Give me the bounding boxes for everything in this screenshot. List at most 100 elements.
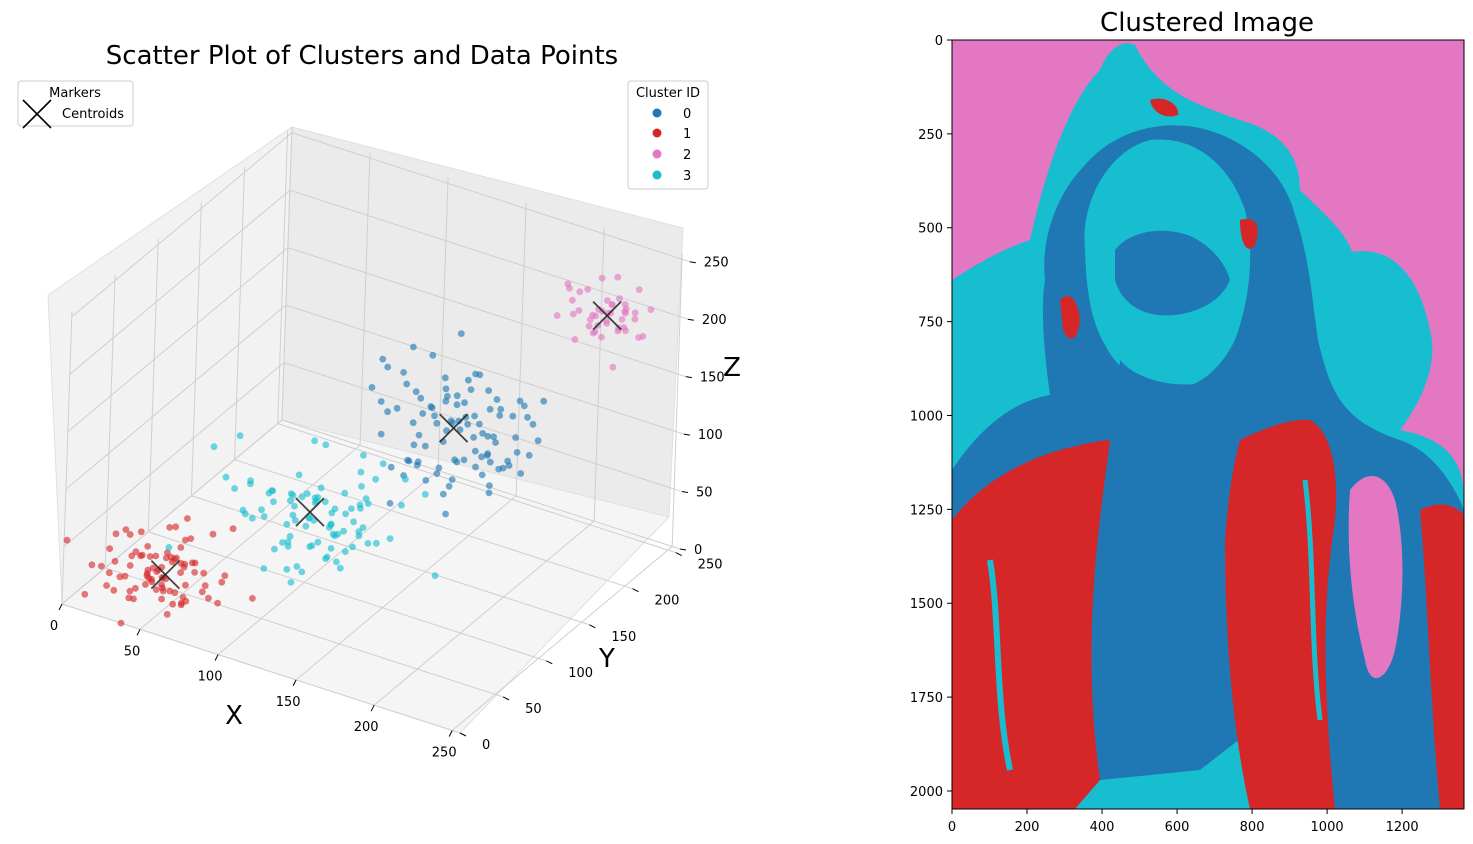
- region-red-hair-right: [1240, 218, 1258, 249]
- scatter-point-cluster-1: [138, 551, 146, 559]
- grid-line-floor-y: [277, 423, 676, 554]
- grid-line-back-x: [281, 126, 293, 421]
- scatter-point-cluster-0: [483, 452, 491, 459]
- x-tick-label: 150: [276, 695, 301, 710]
- scatter-point-cluster-0: [393, 404, 401, 412]
- y-tick-mark: [502, 696, 510, 701]
- scatter-point-cluster-2: [585, 322, 593, 330]
- scatter-point-cluster-3: [260, 513, 268, 520]
- scatter-point-cluster-2: [608, 301, 616, 308]
- y-tick-label: 250: [698, 558, 723, 573]
- scatter-point-cluster-3: [222, 473, 230, 481]
- legend-centroids-label: Centroids: [62, 107, 124, 122]
- scatter-point-cluster-1: [166, 524, 174, 531]
- scatter-point-cluster-3: [329, 530, 337, 538]
- scatter-point-cluster-0: [460, 456, 468, 464]
- scatter-point-cluster-2: [631, 315, 639, 323]
- scatter-point-cluster-1: [218, 578, 226, 586]
- z-tick-mark: [685, 376, 692, 379]
- image-x-tick-label: 1000: [1311, 820, 1344, 835]
- legend-swatch-1: [652, 128, 662, 138]
- scatter-point-cluster-3: [289, 511, 297, 519]
- x-tick-label: 0: [50, 619, 58, 634]
- scatter-point-cluster-3: [364, 500, 372, 507]
- scatter-point-cluster-1: [249, 595, 256, 602]
- scatter-point-cluster-1: [126, 587, 134, 595]
- scatter-point-cluster-0: [421, 442, 429, 450]
- legend-label-3: 3: [683, 169, 691, 184]
- x-tick-mark: [214, 654, 219, 661]
- scatter-point-cluster-1: [126, 562, 134, 569]
- scatter-point-cluster-1: [142, 581, 149, 588]
- scatter-point-cluster-1: [221, 572, 229, 580]
- scatter-point-cluster-0: [422, 477, 430, 484]
- scatter-point-cluster-0: [387, 463, 395, 471]
- grid-line-back-z: [287, 247, 687, 378]
- scatter-point-cluster-3: [311, 437, 318, 445]
- scatter-point-cluster-0: [486, 482, 493, 489]
- scatter-point-cluster-1: [106, 545, 114, 552]
- scatter-point-cluster-0: [433, 470, 441, 477]
- scatter-point-cluster-1: [177, 544, 185, 551]
- scatter-3d-axes: Scatter Plot of Clusters and Data Points…: [17, 41, 741, 760]
- scatter-point-cluster-0: [455, 417, 463, 425]
- scatter-point-cluster-1: [130, 595, 137, 603]
- scatter-point-cluster-1: [146, 553, 154, 560]
- grid-line-back-z: [283, 362, 683, 493]
- scatter-point-cluster-3: [165, 544, 173, 551]
- grid-line-left-y: [61, 310, 73, 605]
- scatter-point-cluster-3: [327, 545, 335, 552]
- grid-line-floor-y: [148, 531, 547, 662]
- scatter-point-cluster-0: [493, 396, 501, 403]
- scatter-point-cluster-1: [88, 561, 96, 569]
- image-y-tick-label: 1500: [910, 597, 943, 612]
- z-tick-mark: [681, 491, 689, 494]
- scatter-point-cluster-3: [287, 579, 295, 586]
- scatter-point-cluster-1: [122, 526, 130, 533]
- scatter-point-cluster-2: [586, 316, 594, 323]
- scatter-point-cluster-0: [464, 420, 472, 428]
- scatter-point-cluster-0: [540, 397, 548, 405]
- scatter-point-cluster-3: [350, 518, 357, 526]
- scatter-point-cluster-0: [525, 451, 533, 459]
- y-tick-label: 0: [482, 738, 490, 753]
- grid-lines: [61, 126, 690, 734]
- scatter-point-cluster-1: [63, 536, 71, 544]
- scatter-point-cluster-0: [472, 463, 479, 471]
- scatter-point-cluster-1: [117, 619, 125, 627]
- grid-line-back-x: [515, 202, 527, 496]
- scatter-point-cluster-0: [445, 482, 453, 490]
- scatter-point-cluster-0: [429, 351, 437, 359]
- scatter-point-cluster-0: [415, 431, 423, 439]
- scatter-point-cluster-3: [298, 493, 306, 501]
- x-tick-mark: [292, 679, 297, 687]
- scatter-point-cluster-1: [198, 588, 206, 596]
- scatter-point-cluster-3: [333, 558, 340, 566]
- z-tick-label: 0: [694, 543, 702, 558]
- scatter-point-cluster-0: [384, 363, 392, 371]
- scatter-point-cluster-0: [465, 376, 472, 384]
- image-y-tick-label: 1750: [910, 691, 943, 706]
- scatter-point-cluster-3: [302, 522, 310, 530]
- scatter-point-cluster-2: [621, 301, 629, 308]
- scatter-point-cluster-2: [618, 316, 626, 323]
- scatter-point-cluster-1: [201, 582, 209, 590]
- scatter-point-cluster-1: [167, 553, 175, 561]
- scatter-point-cluster-2: [604, 297, 611, 304]
- z-tick-label: 150: [700, 371, 725, 386]
- y-tick-mark: [459, 732, 467, 737]
- x-tick-label: 250: [432, 745, 457, 760]
- scatter-point-cluster-2: [576, 288, 584, 296]
- scatter-point-cluster-1: [81, 590, 89, 598]
- region-red-hair-top: [1150, 98, 1179, 117]
- region-pink-patch: [1348, 476, 1403, 679]
- scatter-point-cluster-0: [456, 426, 464, 434]
- scatter-point-cluster-0: [439, 490, 447, 498]
- scatter-point-cluster-3: [314, 538, 322, 546]
- scatter-point-cluster-0: [471, 447, 479, 455]
- legend-clusters: Cluster ID 0 1 2 3: [627, 80, 709, 190]
- scatter-point-cluster-1: [121, 572, 129, 580]
- scatter-point-cluster-0: [377, 430, 385, 438]
- scatter-point-cluster-1: [191, 569, 199, 576]
- grid-line-left-z: [63, 362, 285, 547]
